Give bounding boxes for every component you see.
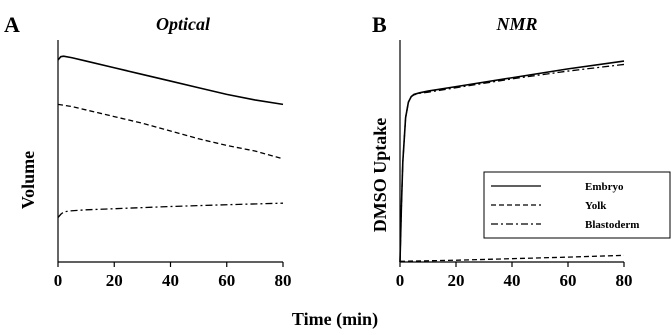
panel-a-x-tick-label: 40: [162, 271, 179, 290]
panel-b-x-tick-label: 20: [448, 271, 465, 290]
panel-a-axes: [57, 40, 283, 263]
panel-b-x-tick-label: 80: [616, 271, 633, 290]
panel-letter-a: A: [4, 12, 20, 37]
panel-a-title: Optical: [156, 14, 210, 34]
legend: Embryo Yolk Blastoderm: [483, 171, 671, 239]
panel-a-x-tick-label: 0: [54, 271, 63, 290]
panel-letter-b: B: [372, 12, 387, 37]
legend-label-blastoderm: Blastoderm: [585, 219, 639, 231]
panel-b-title: NMR: [495, 14, 537, 34]
legend-label-embryo: Embryo: [585, 181, 624, 193]
x-axis-label: Time (min): [292, 309, 378, 330]
panel-b-x-tick-label: 60: [560, 271, 577, 290]
panel-a-x-tick-label: 80: [275, 271, 292, 290]
panel-b-x-tick-label: 40: [504, 271, 521, 290]
panel-a-series-yolk: [57, 103, 284, 160]
panel-a-series: [57, 55, 284, 219]
panel-b-x-tick-label: 0: [396, 271, 405, 290]
legend-label-yolk: Yolk: [585, 200, 607, 212]
panel-a-x-tick-label: 20: [106, 271, 123, 290]
panel-b: B NMR DMSO Uptake 0 20 40 60 80 Embryo Yolk …: [370, 12, 671, 290]
panel-b-series-yolk: [399, 254, 625, 262]
panel-a: A Optical Volume 0 20 40 60 80: [4, 12, 292, 290]
panel-a-series-blastoderm: [57, 202, 284, 219]
panel-b-series-blastoderm: [399, 63, 625, 263]
panel-a-y-axis-label: Volume: [18, 151, 38, 209]
panel-a-series-embryo: [57, 55, 284, 106]
panel-b-y-axis-label: DMSO Uptake: [370, 118, 390, 233]
panel-b-series: [399, 60, 625, 263]
panel-a-x-ticks: 0 20 40 60 80: [54, 262, 292, 290]
panel-b-x-ticks: 0 20 40 60 80: [396, 262, 633, 290]
panel-a-x-tick-label: 60: [218, 271, 235, 290]
